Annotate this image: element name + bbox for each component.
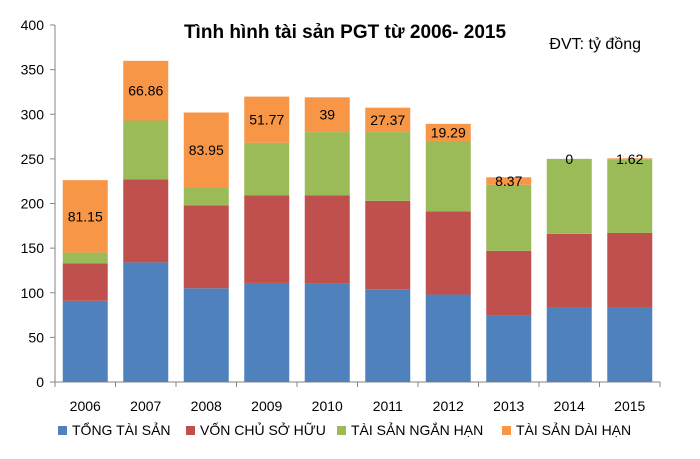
y-axis-ticks: 0 50 100 150 200 250 300 350 400 — [21, 17, 55, 390]
bar-segment-1-2008 — [183, 288, 229, 382]
x-tick-label: 2013 — [493, 398, 524, 414]
y-tick-label: 200 — [21, 196, 45, 212]
bar-segment-3-2009 — [244, 142, 290, 196]
x-axis-ticks: 2006 2007 2008 2009 2010 2011 2012 2013 2014 2015 — [54, 382, 661, 414]
bar-segment-1-2006 — [62, 300, 108, 382]
bar-segment-3-2015 — [607, 159, 653, 233]
data-label: 27.37 — [370, 112, 405, 128]
data-label: 0 — [565, 151, 573, 167]
y-tick-label: 100 — [21, 285, 45, 301]
y-tick-label: 250 — [21, 151, 45, 167]
bar-segment-2-2011 — [365, 200, 411, 290]
bar-segment-1-2014 — [546, 307, 592, 382]
x-tick-label: 2006 — [70, 398, 101, 414]
data-label: 1.62 — [616, 151, 643, 167]
bar-segment-1-2011 — [365, 289, 411, 382]
bar-segment-2-2013 — [486, 250, 532, 316]
x-tick-label: 2010 — [312, 398, 343, 414]
y-tick-label: 400 — [21, 17, 45, 33]
bar-segment-1-2009 — [244, 282, 290, 382]
legend-swatch — [186, 426, 195, 435]
bar-segment-2-2014 — [546, 233, 592, 308]
x-tick-label: 2012 — [433, 398, 464, 414]
y-tick-label: 350 — [21, 62, 45, 78]
data-label: 19.29 — [431, 124, 466, 140]
bar-segment-4-2009 — [244, 96, 290, 143]
bar-segment-3-2006 — [62, 252, 108, 264]
data-label: 8.37 — [495, 173, 522, 189]
x-tick-label: 2007 — [130, 398, 161, 414]
bar-segment-2-2009 — [244, 195, 290, 283]
y-tick-label: 150 — [21, 240, 45, 256]
y-tick-label: 300 — [21, 106, 45, 122]
x-tick-label: 2008 — [191, 398, 222, 414]
legend: TỔNG TÀI SẢN VỐN CHỦ SỞ HỮU TÀI SẢN NGẮN H… — [58, 421, 631, 438]
bar-segment-2-2010 — [304, 195, 350, 284]
data-label: 83.95 — [189, 142, 224, 158]
bar-segment-4-2013 — [486, 177, 532, 185]
bar-segment-1-2013 — [486, 315, 532, 382]
bar-segment-3-2008 — [183, 187, 229, 206]
bar-segment-3-2011 — [365, 132, 411, 201]
chart-title: Tình hình tài sản PGT từ 2006- 2015 — [184, 22, 506, 43]
unit-label: ĐVT: tỷ đồng — [549, 36, 641, 53]
data-labels: 81.15 66.86 83.95 51.77 39 27.37 19.29 8.37 0 1.6… — [68, 83, 644, 225]
legend-swatch — [502, 426, 511, 435]
x-tick-label: 2014 — [554, 398, 585, 414]
bar-segment-4-2007 — [123, 60, 169, 121]
y-tick-label: 50 — [28, 329, 44, 345]
bars — [62, 60, 653, 382]
bar-segment-3-2012 — [425, 141, 471, 212]
data-label: 39 — [319, 107, 335, 123]
x-tick-label: 2015 — [614, 398, 645, 414]
bar-segment-3-2010 — [304, 132, 350, 196]
data-label: 51.77 — [249, 112, 284, 128]
bar-segment-4-2011 — [365, 107, 411, 133]
legend-label: TÀI SẢN NGẮN HẠN — [351, 421, 483, 438]
bar-segment-1-2012 — [425, 294, 471, 382]
legend-label: VỐN CHỦ SỞ HỮU — [200, 421, 326, 438]
bar-segment-4-2012 — [425, 123, 471, 142]
bar-segment-1-2007 — [123, 262, 169, 382]
bar-segment-2-2008 — [183, 205, 229, 289]
x-tick-label: 2011 — [373, 398, 403, 414]
legend-label: TÀI SẢN DÀI HẠN — [516, 422, 631, 438]
bar-segment-4-2008 — [183, 112, 229, 188]
bar-segment-2-2007 — [123, 179, 169, 263]
bar-segment-2-2012 — [425, 211, 471, 295]
data-label: 66.86 — [128, 83, 163, 99]
legend-label: TỔNG TÀI SẢN — [72, 421, 171, 438]
bar-segment-4-2006 — [62, 180, 108, 253]
bar-segment-4-2015 — [607, 158, 653, 160]
bar-segment-3-2007 — [123, 120, 169, 180]
bar-segment-3-2013 — [486, 184, 532, 251]
legend-swatch — [58, 426, 67, 435]
bar-segment-1-2015 — [607, 307, 653, 382]
bar-segment-2-2006 — [62, 263, 108, 301]
y-tick-label: 0 — [36, 374, 44, 390]
bar-segment-2-2015 — [607, 232, 653, 308]
bar-segment-3-2014 — [546, 158, 592, 234]
bar-segment-4-2010 — [304, 97, 350, 133]
bar-segment-1-2010 — [304, 283, 350, 382]
data-label: 81.15 — [68, 208, 103, 224]
legend-swatch — [337, 426, 346, 435]
x-tick-label: 2009 — [251, 398, 282, 414]
